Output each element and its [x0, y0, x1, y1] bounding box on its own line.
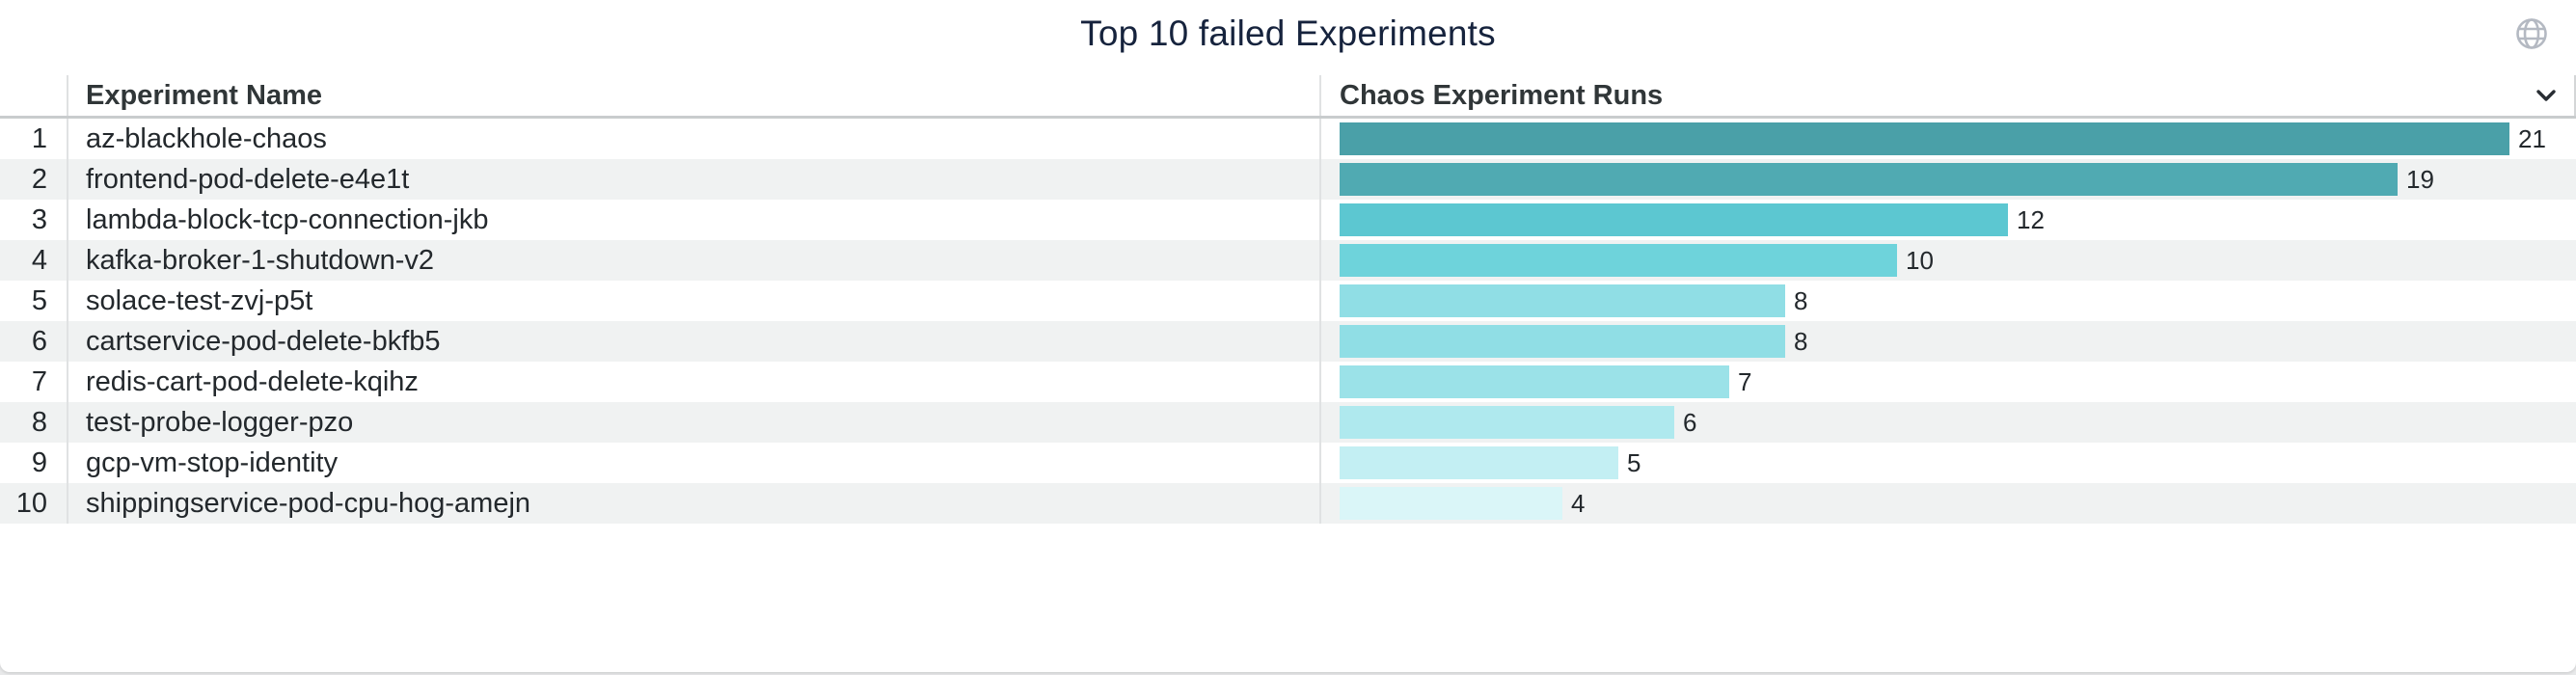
- experiment-name-cell: solace-test-zvj-p5t: [68, 281, 1321, 321]
- experiment-name: test-probe-logger-pzo: [86, 406, 354, 438]
- table-row[interactable]: 3 lambda-block-tcp-connection-jkb 12: [0, 200, 2576, 240]
- row-rank-cell: 8: [0, 402, 68, 443]
- runs-value-label: 4: [1571, 489, 1586, 518]
- row-rank: 1: [31, 122, 47, 154]
- row-rank: 10: [15, 487, 47, 519]
- row-rank: 7: [31, 365, 47, 397]
- experiment-name-cell: cartservice-pod-delete-bkfb5: [68, 321, 1321, 362]
- experiment-name: kafka-broker-1-shutdown-v2: [86, 244, 435, 276]
- experiment-name: gcp-vm-stop-identity: [86, 446, 339, 478]
- experiment-name-cell: frontend-pod-delete-e4e1t: [68, 159, 1321, 200]
- runs-bar-cell: 21: [1321, 119, 2576, 159]
- runs-value-label: 8: [1794, 327, 1808, 356]
- row-rank: 8: [31, 406, 47, 438]
- panel-header: Top 10 failed Experiments: [0, 0, 2576, 75]
- row-rank-cell: 5: [0, 281, 68, 321]
- row-rank-cell: 2: [0, 159, 68, 200]
- table-row[interactable]: 5 solace-test-zvj-p5t 8: [0, 281, 2576, 321]
- runs-value-label: 5: [1627, 448, 1641, 477]
- runs-bar-cell: 8: [1321, 281, 2576, 321]
- experiment-name-cell: test-probe-logger-pzo: [68, 402, 1321, 443]
- runs-bar-cell: 4: [1321, 483, 2576, 524]
- table-body: 1 az-blackhole-chaos 21 2 frontend-pod-d…: [0, 119, 2576, 524]
- row-rank: 4: [31, 244, 47, 276]
- table-row[interactable]: 4 kafka-broker-1-shutdown-v2 10: [0, 240, 2576, 281]
- runs-bar-cell: 8: [1321, 321, 2576, 362]
- experiment-name-cell: kafka-broker-1-shutdown-v2: [68, 240, 1321, 281]
- experiment-name: solace-test-zvj-p5t: [86, 284, 313, 316]
- runs-bar[interactable]: [1340, 365, 1729, 398]
- experiment-name-header-label: Experiment Name: [86, 79, 322, 111]
- experiment-name-cell: lambda-block-tcp-connection-jkb: [68, 200, 1321, 240]
- runs-bar[interactable]: [1340, 163, 2398, 196]
- experiment-name: frontend-pod-delete-e4e1t: [86, 163, 410, 195]
- experiment-name: lambda-block-tcp-connection-jkb: [86, 203, 489, 235]
- row-rank-cell: 7: [0, 362, 68, 402]
- runs-bar[interactable]: [1340, 203, 2008, 236]
- runs-bar[interactable]: [1340, 325, 1785, 358]
- runs-value-label: 6: [1683, 408, 1697, 437]
- experiment-name-column-header[interactable]: Experiment Name: [68, 75, 1321, 116]
- chaos-runs-header-label: Chaos Experiment Runs: [1340, 79, 1664, 111]
- row-rank-cell: 1: [0, 119, 68, 159]
- table-row[interactable]: 7 redis-cart-pod-delete-kqihz 7: [0, 362, 2576, 402]
- runs-bar-cell: 7: [1321, 362, 2576, 402]
- row-rank-cell: 4: [0, 240, 68, 281]
- table-row[interactable]: 2 frontend-pod-delete-e4e1t 19: [0, 159, 2576, 200]
- experiment-name-cell: gcp-vm-stop-identity: [68, 443, 1321, 483]
- runs-value-label: 12: [2017, 205, 2045, 234]
- runs-bar[interactable]: [1340, 487, 1562, 520]
- table-row[interactable]: 6 cartservice-pod-delete-bkfb5 8: [0, 321, 2576, 362]
- runs-value-label: 7: [1738, 367, 1752, 396]
- row-rank-cell: 6: [0, 321, 68, 362]
- chevron-down-icon[interactable]: [2532, 81, 2561, 110]
- table-row[interactable]: 1 az-blackhole-chaos 21: [0, 119, 2576, 159]
- experiment-name-cell: redis-cart-pod-delete-kqihz: [68, 362, 1321, 402]
- row-rank-cell: 9: [0, 443, 68, 483]
- runs-bar-cell: 19: [1321, 159, 2576, 200]
- experiment-name: redis-cart-pod-delete-kqihz: [86, 365, 419, 397]
- globe-icon[interactable]: [2514, 16, 2549, 51]
- runs-bar-cell: 10: [1321, 240, 2576, 281]
- experiment-name: shippingservice-pod-cpu-hog-amejn: [86, 487, 531, 519]
- runs-bar-cell: 6: [1321, 402, 2576, 443]
- experiment-name-cell: az-blackhole-chaos: [68, 119, 1321, 159]
- table-row[interactable]: 9 gcp-vm-stop-identity 5: [0, 443, 2576, 483]
- experiments-table: Experiment Name Chaos Experiment Runs 1 …: [0, 75, 2576, 524]
- row-rank-cell: 3: [0, 200, 68, 240]
- table-row[interactable]: 8 test-probe-logger-pzo 6: [0, 402, 2576, 443]
- rank-column-header: [0, 75, 68, 116]
- table-header-row: Experiment Name Chaos Experiment Runs: [0, 75, 2576, 119]
- row-rank: 5: [31, 284, 47, 316]
- runs-bar[interactable]: [1340, 446, 1618, 479]
- runs-bar[interactable]: [1340, 244, 1897, 277]
- experiment-name-cell: shippingservice-pod-cpu-hog-amejn: [68, 483, 1321, 524]
- runs-value-label: 19: [2406, 165, 2434, 194]
- panel-title: Top 10 failed Experiments: [1080, 14, 1496, 53]
- row-rank-cell: 10: [0, 483, 68, 524]
- table-row[interactable]: 10 shippingservice-pod-cpu-hog-amejn 4: [0, 483, 2576, 524]
- row-rank: 6: [31, 325, 47, 357]
- chaos-runs-column-header[interactable]: Chaos Experiment Runs: [1321, 75, 2576, 116]
- runs-bar-cell: 5: [1321, 443, 2576, 483]
- runs-bar-cell: 12: [1321, 200, 2576, 240]
- runs-bar[interactable]: [1340, 284, 1785, 317]
- row-rank: 2: [31, 163, 47, 195]
- row-rank: 9: [31, 446, 47, 478]
- experiment-name: cartservice-pod-delete-bkfb5: [86, 325, 441, 357]
- runs-bar[interactable]: [1340, 122, 2509, 155]
- runs-value-label: 8: [1794, 286, 1808, 315]
- experiment-name: az-blackhole-chaos: [86, 122, 327, 154]
- row-rank: 3: [31, 203, 47, 235]
- runs-value-label: 21: [2518, 124, 2546, 153]
- runs-bar[interactable]: [1340, 406, 1674, 439]
- runs-value-label: 10: [1906, 246, 1934, 275]
